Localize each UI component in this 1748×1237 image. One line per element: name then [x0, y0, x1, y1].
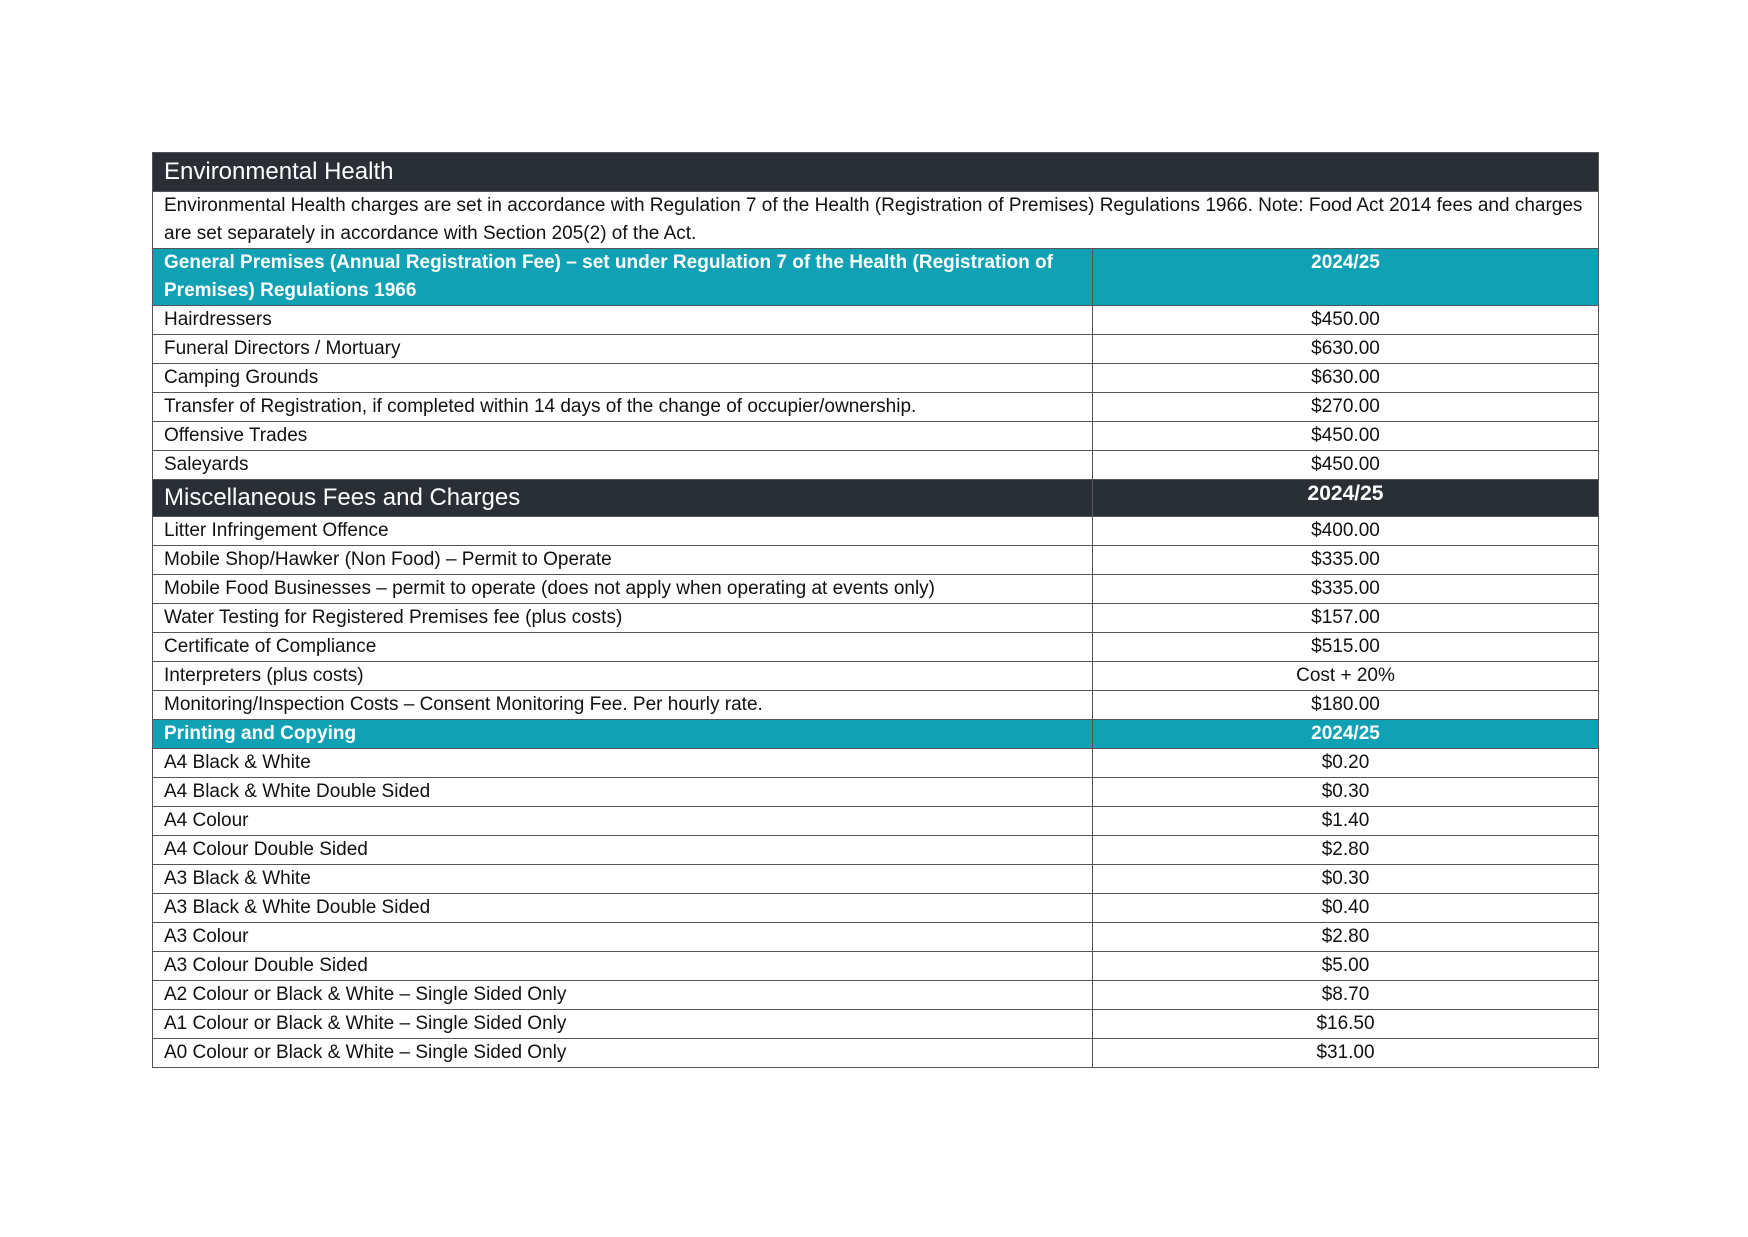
section-heading: General Premises (Annual Registration Fe…	[152, 248, 1093, 306]
fee-value: $2.80	[1092, 922, 1599, 952]
section-heading: Printing and Copying	[152, 719, 1093, 749]
fee-label: A3 Colour Double Sided	[152, 951, 1093, 981]
fee-value: $0.30	[1092, 864, 1599, 894]
table-body: Environmental Health Environmental Healt…	[152, 152, 1599, 1068]
fee-label: Funeral Directors / Mortuary	[152, 334, 1093, 364]
fee-row: A3 Colour $2.80	[152, 922, 1599, 952]
fee-label: Water Testing for Registered Premises fe…	[152, 603, 1093, 633]
fee-row: Saleyards $450.00	[152, 450, 1599, 480]
fee-label: A2 Colour or Black & White – Single Side…	[152, 980, 1093, 1010]
fee-value: $335.00	[1092, 574, 1599, 604]
fee-value: $450.00	[1092, 305, 1599, 335]
fee-row: A3 Colour Double Sided $5.00	[152, 951, 1599, 981]
column-header: 2024/25	[1092, 479, 1599, 517]
description-row: Environmental Health charges are set in …	[152, 191, 1599, 249]
fee-label: A3 Black & White	[152, 864, 1093, 894]
fee-row: Mobile Shop/Hawker (Non Food) – Permit t…	[152, 545, 1599, 575]
fee-row: A0 Colour or Black & White – Single Side…	[152, 1038, 1599, 1068]
section-header-row: General Premises (Annual Registration Fe…	[152, 248, 1599, 306]
fee-row: Mobile Food Businesses – permit to opera…	[152, 574, 1599, 604]
fee-row: A4 Black & White $0.20	[152, 748, 1599, 778]
fee-row: Interpreters (plus costs) Cost + 20%	[152, 661, 1599, 691]
fee-row: A3 Black & White Double Sided $0.40	[152, 893, 1599, 923]
fee-label: A4 Black & White Double Sided	[152, 777, 1093, 807]
section-header-row: Printing and Copying 2024/25	[152, 719, 1599, 749]
fee-row: Hairdressers $450.00	[152, 305, 1599, 335]
column-header: 2024/25	[1092, 719, 1599, 749]
fee-row: Funeral Directors / Mortuary $630.00	[152, 334, 1599, 364]
fee-value: $400.00	[1092, 516, 1599, 546]
fee-label: Certificate of Compliance	[152, 632, 1093, 662]
fee-label: A3 Black & White Double Sided	[152, 893, 1093, 923]
fee-value: $2.80	[1092, 835, 1599, 865]
fee-row: A4 Colour $1.40	[152, 806, 1599, 836]
fee-value: $16.50	[1092, 1009, 1599, 1039]
fee-value: $335.00	[1092, 545, 1599, 575]
fee-label: A0 Colour or Black & White – Single Side…	[152, 1038, 1093, 1068]
fee-value: $8.70	[1092, 980, 1599, 1010]
fees-table: Environmental Health Environmental Healt…	[152, 152, 1599, 1068]
fee-label: A4 Black & White	[152, 748, 1093, 778]
fee-value: $0.30	[1092, 777, 1599, 807]
fee-row: Offensive Trades $450.00	[152, 421, 1599, 451]
fee-value: $180.00	[1092, 690, 1599, 720]
fee-row: Camping Grounds $630.00	[152, 363, 1599, 393]
fee-row: A2 Colour or Black & White – Single Side…	[152, 980, 1599, 1010]
fee-value: Cost + 20%	[1092, 661, 1599, 691]
fee-value: $157.00	[1092, 603, 1599, 633]
fee-label: Mobile Shop/Hawker (Non Food) – Permit t…	[152, 545, 1093, 575]
fee-row: A4 Colour Double Sided $2.80	[152, 835, 1599, 865]
fee-label: Interpreters (plus costs)	[152, 661, 1093, 691]
fee-label: Mobile Food Businesses – permit to opera…	[152, 574, 1093, 604]
fee-row: A3 Black & White $0.30	[152, 864, 1599, 894]
fee-row: Transfer of Registration, if completed w…	[152, 392, 1599, 422]
fee-value: $5.00	[1092, 951, 1599, 981]
fee-row: Monitoring/Inspection Costs – Consent Mo…	[152, 690, 1599, 720]
title-row: Environmental Health	[152, 152, 1599, 192]
fee-row: Water Testing for Registered Premises fe…	[152, 603, 1599, 633]
fee-label: A4 Colour	[152, 806, 1093, 836]
fee-value: $630.00	[1092, 334, 1599, 364]
fee-row: Litter Infringement Offence $400.00	[152, 516, 1599, 546]
fee-value: $0.40	[1092, 893, 1599, 923]
fee-value: $270.00	[1092, 392, 1599, 422]
fee-row: A1 Colour or Black & White – Single Side…	[152, 1009, 1599, 1039]
title: Environmental Health	[152, 152, 1599, 192]
fee-value: $515.00	[1092, 632, 1599, 662]
fee-label: Litter Infringement Offence	[152, 516, 1093, 546]
fee-label: Hairdressers	[152, 305, 1093, 335]
fee-value: $630.00	[1092, 363, 1599, 393]
fee-value: $450.00	[1092, 421, 1599, 451]
fee-value: $31.00	[1092, 1038, 1599, 1068]
fee-label: A4 Colour Double Sided	[152, 835, 1093, 865]
fee-value: $450.00	[1092, 450, 1599, 480]
fee-label: Offensive Trades	[152, 421, 1093, 451]
fee-label: Transfer of Registration, if completed w…	[152, 392, 1093, 422]
fee-label: Saleyards	[152, 450, 1093, 480]
column-header: 2024/25	[1092, 248, 1599, 306]
fee-label: A3 Colour	[152, 922, 1093, 952]
fee-label: A1 Colour or Black & White – Single Side…	[152, 1009, 1093, 1039]
section-header-row: Miscellaneous Fees and Charges 2024/25	[152, 479, 1599, 517]
section-heading: Miscellaneous Fees and Charges	[152, 479, 1093, 517]
fee-value: $0.20	[1092, 748, 1599, 778]
fee-label: Monitoring/Inspection Costs – Consent Mo…	[152, 690, 1093, 720]
fee-row: A4 Black & White Double Sided $0.30	[152, 777, 1599, 807]
fee-row: Certificate of Compliance $515.00	[152, 632, 1599, 662]
description: Environmental Health charges are set in …	[152, 191, 1599, 249]
fee-value: $1.40	[1092, 806, 1599, 836]
fee-label: Camping Grounds	[152, 363, 1093, 393]
